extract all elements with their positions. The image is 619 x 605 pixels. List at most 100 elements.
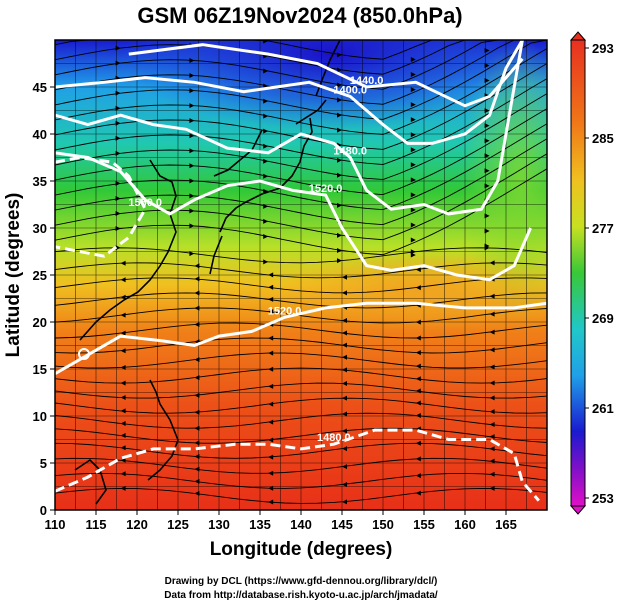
streamline-arrow: [115, 195, 121, 201]
credit-drawing: Drawing by DCL (https://www.gfd-dennou.o…: [165, 576, 438, 587]
colorbar-labels: 293 285 277 269 261 253: [585, 41, 614, 506]
streamline: [55, 48, 547, 135]
streamline-arrow: [189, 251, 195, 257]
streamline-arrow: [410, 207, 416, 213]
streamline: [55, 427, 547, 444]
streamline-arrow: [120, 330, 126, 336]
streamline-arrow: [115, 45, 121, 51]
height-contour: [55, 40, 524, 216]
streamlines: [55, 40, 547, 505]
streamline: [55, 292, 547, 309]
streamline-arrow: [268, 454, 274, 460]
streamline-arrow: [342, 367, 347, 373]
streamline: [55, 322, 547, 339]
x-tick-label: 130: [208, 517, 230, 532]
streamline-arrow: [263, 40, 269, 44]
y-tick-label: 5: [40, 456, 47, 471]
streamline-arrow: [415, 412, 421, 418]
streamline-arrow: [263, 203, 269, 209]
streamline-arrow: [263, 143, 269, 149]
streamline-arrow: [489, 364, 495, 370]
streamline-arrow: [410, 147, 416, 153]
streamline-arrow: [194, 440, 200, 446]
streamline-arrow: [194, 453, 200, 459]
streamline-arrow: [415, 363, 421, 369]
streamline-arrow: [410, 72, 416, 78]
streamline-arrow: [268, 485, 274, 491]
y-axis: 0 5 10 15 20 25 30 35 40 45: [33, 80, 55, 518]
streamline-arrow: [337, 187, 342, 193]
streamline-arrow: [342, 274, 347, 280]
streamline-arrow: [268, 272, 274, 278]
streamline-arrow: [120, 433, 126, 439]
streamline: [55, 247, 547, 264]
streamline-arrow: [189, 148, 195, 154]
streamline-arrow: [337, 258, 342, 264]
streamline-arrow: [115, 211, 121, 217]
streamline-arrow: [268, 419, 274, 425]
streamline-arrow: [415, 285, 421, 291]
central-warm-region: [280, 250, 547, 330]
streamline: [55, 412, 547, 429]
streamline-arrow: [489, 458, 495, 464]
map-title: GSM 06Z19Nov2024 (850.0hPa): [137, 3, 462, 28]
streamline-arrow: [263, 233, 269, 239]
x-tick-label: 110: [45, 517, 66, 532]
streamline-arrow: [337, 247, 342, 253]
streamline: [55, 472, 547, 489]
streamline-arrow: [489, 434, 495, 440]
streamline-arrow: [410, 192, 416, 198]
streamline: [55, 40, 547, 105]
streamline-arrow: [337, 172, 342, 178]
contour-label: 1480.0: [317, 432, 351, 444]
asia-coast: [79, 129, 263, 341]
streamline-arrow: [342, 395, 347, 401]
x-tick-label: 115: [86, 517, 107, 532]
contour-label: 1520.0: [268, 305, 302, 317]
streamline-arrow: [342, 290, 347, 296]
streamline-arrow: [410, 237, 416, 243]
streamline-arrow: [489, 485, 495, 491]
streamline-arrow: [410, 57, 416, 63]
streamline-arrow: [410, 177, 416, 183]
streamline-arrow: [194, 392, 200, 398]
streamline-arrow: [415, 490, 421, 496]
streamline: [55, 382, 547, 399]
streamline-arrow: [410, 87, 416, 93]
y-tick-label: 45: [33, 80, 47, 95]
streamline: [55, 277, 547, 294]
streamline-arrow: [410, 132, 416, 138]
x-tick-label: 150: [372, 517, 394, 532]
streamline-arrow: [489, 347, 495, 353]
y-tick-label: 15: [33, 362, 47, 377]
streamline: [55, 367, 547, 384]
streamline-arrow: [120, 277, 126, 283]
streamline-arrow: [489, 329, 495, 335]
streamline-arrow: [263, 113, 269, 119]
colorbar: 293 285 277 269 261 253: [569, 31, 614, 515]
streamline-arrow: [120, 445, 126, 451]
streamline-arrow: [342, 318, 347, 324]
streamline-arrow: [268, 499, 274, 505]
streamline-arrow: [342, 464, 347, 470]
colorbar-label: 277: [592, 221, 614, 236]
streamline-arrow: [120, 364, 126, 370]
streamline: [55, 78, 547, 165]
streamline-arrow: [115, 135, 121, 141]
contour-label: 1480.0: [333, 146, 367, 158]
streamline-arrow: [268, 335, 274, 341]
colorbar-label: 261: [592, 401, 614, 416]
streamline-arrow: [484, 168, 490, 174]
streamline-arrow: [410, 162, 416, 168]
x-tick-label: 140: [290, 517, 312, 532]
streamline: [55, 352, 547, 369]
x-tick-label: 155: [413, 517, 435, 532]
streamline-arrow: [342, 482, 347, 488]
streamline-arrow: [489, 471, 495, 477]
streamline-arrow: [337, 112, 342, 118]
streamline-arrow: [115, 90, 121, 96]
streamline-arrow: [194, 466, 200, 472]
philippines-coast: [147, 379, 179, 481]
streamline: [55, 40, 547, 90]
streamline-arrow: [115, 105, 121, 111]
